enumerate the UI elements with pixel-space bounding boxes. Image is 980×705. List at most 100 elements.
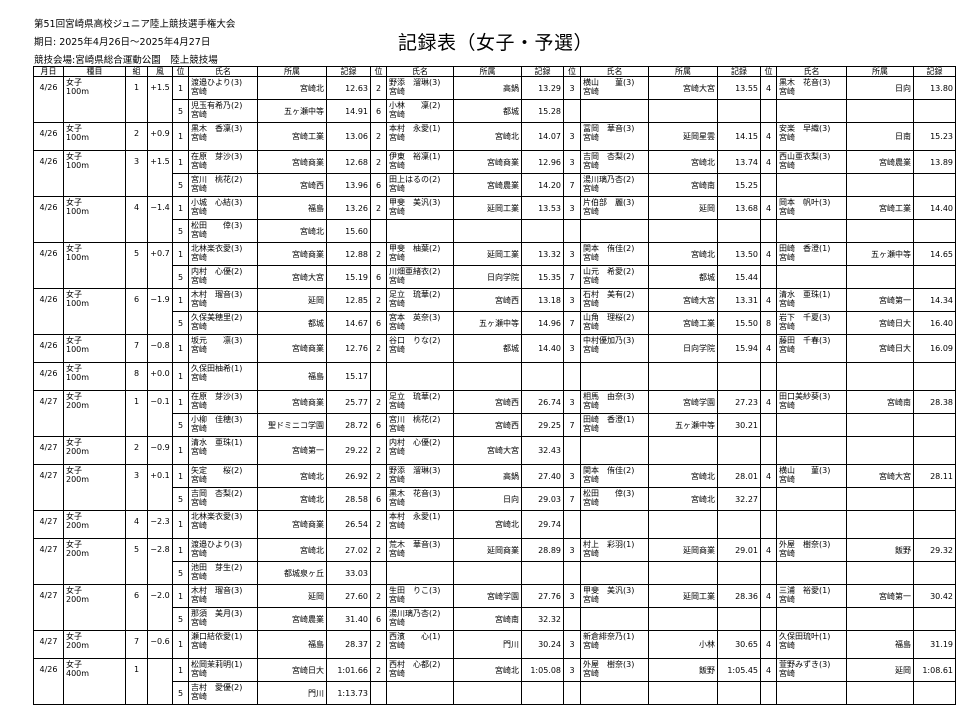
athlete-name: 小柳 佳穂(3): [191, 415, 243, 424]
athlete-name: 宮川 桃花(2): [191, 175, 243, 184]
record-cell: 14.40: [913, 196, 956, 220]
place-cell: 1: [172, 288, 189, 312]
record-cell: 28.36: [717, 584, 761, 608]
athlete-name-cell: 中村優加乃(3) 宮崎: [580, 334, 649, 363]
empty-cell: [563, 99, 581, 123]
place-cell: 3: [563, 334, 581, 363]
place-cell: 1: [172, 538, 189, 562]
empty-cell: [760, 265, 777, 289]
place-cell: 2: [370, 242, 387, 266]
athlete-prefecture: 宮崎: [191, 447, 207, 456]
record-cell: 15.19: [326, 265, 371, 289]
athlete-name: 北林楽衣愛(3): [191, 244, 243, 253]
record-cell: 28.01: [717, 464, 761, 488]
heat-cell: 6: [125, 584, 148, 631]
athlete-prefecture: 宮崎: [389, 618, 405, 627]
athlete-name: 安楽 早織(3): [779, 124, 831, 133]
athlete-name-cell: 湯川璃乃杏(2) 宮崎: [580, 173, 649, 197]
event-distance: 100m: [66, 133, 90, 142]
athlete-prefecture: 宮崎: [779, 669, 795, 678]
record-cell: 15.23: [913, 122, 956, 151]
empty-cell: [776, 362, 847, 391]
athlete-name: 坂元 凛(3): [191, 336, 243, 345]
athlete-name: 清水 亜珠(1): [191, 438, 243, 447]
record-cell: 13.06: [326, 122, 371, 151]
athlete-name: 足立 琉華(2): [389, 290, 441, 299]
empty-cell: [717, 561, 761, 585]
record-cell: 33.03: [326, 561, 371, 585]
event-distance: 200m: [66, 401, 90, 410]
athlete-prefecture: 宮崎: [191, 475, 207, 484]
empty-cell: [717, 607, 761, 631]
wind-cell: +0.1: [147, 464, 173, 511]
athlete-name-cell: 吉岡 杏梨(2) 宮崎: [580, 150, 649, 174]
team-cell: 宮崎西: [257, 173, 327, 197]
athlete-name-cell: 田崎 香澄(1) 宮崎: [776, 242, 847, 266]
empty-cell: [913, 561, 956, 585]
heat-cell: 1: [125, 390, 148, 437]
athlete-prefecture: 宮崎: [389, 299, 405, 308]
event-gender: 女子: [66, 364, 82, 373]
record-cell: 27.40: [521, 464, 564, 488]
athlete-prefecture: 宮崎: [583, 669, 599, 678]
record-cell: 26.92: [326, 464, 371, 488]
event-distance: 100m: [66, 345, 90, 354]
column-header: 記録: [521, 66, 564, 77]
athlete-prefecture: 宮崎: [191, 669, 207, 678]
record-cell: 14.96: [521, 311, 564, 335]
heat-cell: 1: [125, 76, 148, 123]
column-header: 位: [760, 66, 777, 77]
athlete-name-cell: 宮本 英奈(3) 宮崎: [386, 311, 454, 335]
record-cell: 12.68: [326, 150, 371, 174]
team-cell: 宮崎商業: [257, 150, 327, 174]
place-cell: 1: [172, 584, 189, 608]
empty-cell: [648, 681, 718, 705]
athlete-name: 横山 菫(3): [583, 78, 635, 87]
team-cell: 宮崎商業: [453, 150, 522, 174]
empty-cell: [717, 681, 761, 705]
athlete-prefecture: 宮崎: [583, 207, 599, 216]
athlete-name: 内村 心優(2): [389, 438, 441, 447]
place-cell: 4: [760, 658, 777, 682]
athlete-prefecture: 宮崎: [583, 87, 599, 96]
column-header: 所属: [648, 66, 718, 77]
record-cell: 14.65: [913, 242, 956, 266]
athlete-name-cell: 外屋 樹奈(3) 宮崎: [776, 538, 847, 562]
team-cell: 日向: [846, 76, 914, 100]
event-gender: 女子: [66, 540, 82, 549]
athlete-name-cell: 木村 瑠音(3) 宮崎: [188, 288, 258, 312]
team-cell: 宮崎北: [257, 76, 327, 100]
event-distance: 200m: [66, 549, 90, 558]
event-cell: 女子 100m: [63, 362, 126, 391]
event-gender: 女子: [66, 632, 82, 641]
team-cell: 五ヶ瀬中等: [648, 413, 718, 437]
athlete-name: 外屋 樹奈(3): [583, 660, 635, 669]
team-cell: 五ヶ瀬中等: [846, 242, 914, 266]
event-cell: 女子 200m: [63, 630, 126, 659]
table-row: 4/26 女子 100m 4 −1.4 1 小城 心結(3) 宮崎 福島 13.26 2 甲斐 美汎(…: [33, 196, 956, 243]
team-cell: 聖ドミニコ学園: [257, 413, 327, 437]
team-cell: 宮崎大宮: [257, 265, 327, 289]
athlete-name-cell: 湯川璃乃杏(2) 宮崎: [386, 607, 454, 631]
record-cell: 14.67: [326, 311, 371, 335]
column-header: 記録: [326, 66, 371, 77]
empty-cell: [913, 607, 956, 631]
event-gender: 女子: [66, 336, 82, 345]
record-cell: 13.26: [326, 196, 371, 220]
date-cell: 4/27: [33, 584, 64, 631]
event-distance: 400m: [66, 669, 90, 678]
team-cell: 門川: [257, 681, 327, 705]
date-cell: 4/27: [33, 538, 64, 585]
athlete-name: 湯川璃乃杏(2): [389, 609, 441, 618]
record-cell: 13.80: [913, 76, 956, 100]
athlete-prefecture: 宮崎: [389, 253, 405, 262]
athlete-name-cell: 伊東 裕凜(1) 宮崎: [386, 150, 454, 174]
record-cell: 31.40: [326, 607, 371, 631]
athlete-prefecture: 宮崎: [389, 595, 405, 604]
place-cell: 3: [563, 122, 581, 151]
athlete-name: 西濱 心(1): [389, 632, 441, 641]
athlete-name-cell: 清水 亜珠(1) 宮崎: [776, 288, 847, 312]
empty-cell: [386, 561, 454, 585]
column-header: 氏名: [580, 66, 649, 77]
event-cell: 女子 200m: [63, 390, 126, 437]
